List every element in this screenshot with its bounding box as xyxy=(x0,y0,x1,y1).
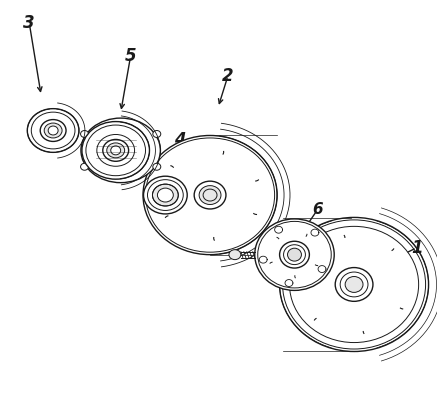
Text: 2: 2 xyxy=(222,67,234,85)
Ellipse shape xyxy=(107,143,125,158)
Text: 5: 5 xyxy=(125,47,136,65)
Ellipse shape xyxy=(345,276,363,292)
Ellipse shape xyxy=(199,186,221,204)
Ellipse shape xyxy=(258,221,331,288)
Ellipse shape xyxy=(143,135,277,255)
Ellipse shape xyxy=(81,163,88,170)
Ellipse shape xyxy=(86,125,145,176)
Ellipse shape xyxy=(287,248,301,261)
Text: 3: 3 xyxy=(24,14,35,32)
Ellipse shape xyxy=(340,272,368,297)
Ellipse shape xyxy=(145,138,275,252)
Ellipse shape xyxy=(40,119,66,142)
Ellipse shape xyxy=(97,135,134,166)
Text: 1: 1 xyxy=(411,239,423,257)
Ellipse shape xyxy=(203,189,217,201)
Ellipse shape xyxy=(82,121,149,179)
Ellipse shape xyxy=(111,146,121,155)
Ellipse shape xyxy=(44,123,62,138)
Ellipse shape xyxy=(153,163,161,170)
Ellipse shape xyxy=(103,139,129,161)
Ellipse shape xyxy=(153,130,161,137)
Ellipse shape xyxy=(283,245,305,265)
Ellipse shape xyxy=(144,176,187,214)
Ellipse shape xyxy=(279,218,428,351)
Ellipse shape xyxy=(81,130,88,137)
Ellipse shape xyxy=(148,180,183,211)
Ellipse shape xyxy=(279,241,309,268)
Ellipse shape xyxy=(81,118,160,183)
Ellipse shape xyxy=(194,181,226,209)
Ellipse shape xyxy=(48,126,58,135)
Ellipse shape xyxy=(31,112,75,149)
Ellipse shape xyxy=(157,188,173,202)
Ellipse shape xyxy=(152,184,178,206)
Ellipse shape xyxy=(335,267,373,301)
Text: 4: 4 xyxy=(174,131,186,149)
Text: 6: 6 xyxy=(312,202,323,218)
Ellipse shape xyxy=(27,109,79,153)
Ellipse shape xyxy=(290,226,419,343)
Ellipse shape xyxy=(229,249,241,260)
Ellipse shape xyxy=(283,220,426,349)
Ellipse shape xyxy=(255,219,334,290)
